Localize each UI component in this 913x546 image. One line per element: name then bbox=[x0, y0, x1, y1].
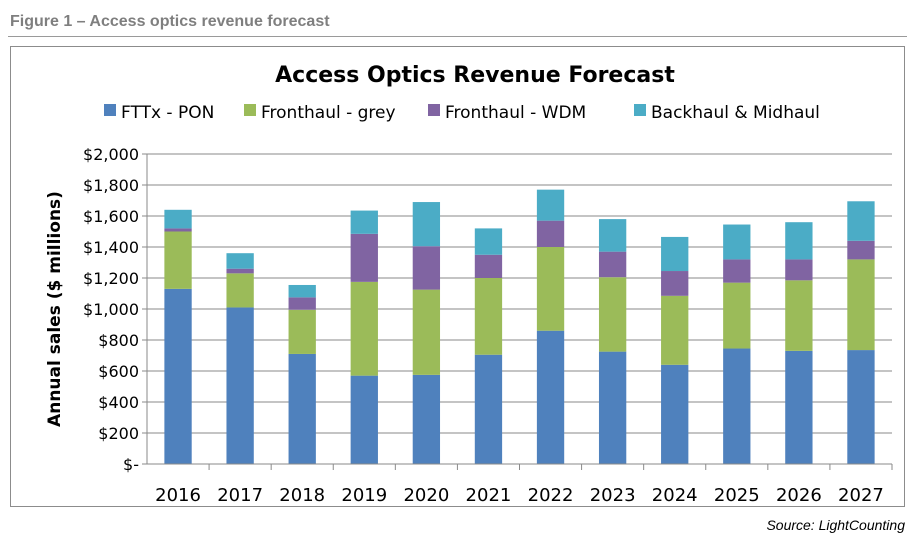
bar-segment bbox=[536, 247, 565, 331]
y-tick-label: $- bbox=[123, 455, 139, 474]
y-tick-label: $1,000 bbox=[83, 300, 139, 319]
legend-label: FTTx - PON bbox=[121, 103, 214, 123]
chart-frame bbox=[10, 46, 905, 507]
bar-segment bbox=[288, 353, 316, 464]
bar-segment bbox=[785, 280, 813, 351]
bar-segment bbox=[847, 350, 875, 464]
y-tick-label: $1,400 bbox=[83, 238, 139, 257]
legend-label: Backhaul & Midhaul bbox=[651, 103, 820, 123]
bar-segment bbox=[598, 351, 627, 464]
x-tick-label: 2020 bbox=[403, 485, 449, 506]
bar-segment bbox=[474, 254, 503, 278]
bar-segment bbox=[288, 297, 316, 310]
y-tick-label: $400 bbox=[98, 393, 139, 412]
y-tick-label: $2,000 bbox=[83, 145, 139, 164]
bar-segment bbox=[288, 309, 316, 354]
bar-segment bbox=[661, 295, 689, 365]
bar-segment bbox=[164, 288, 192, 464]
bar-segment bbox=[723, 224, 751, 260]
bar-segment bbox=[412, 202, 441, 247]
figure-label: Figure 1 – Access optics revenue forecas… bbox=[10, 13, 330, 30]
bar-segment bbox=[598, 219, 627, 252]
legend-label: Fronthaul - WDM bbox=[445, 103, 586, 123]
x-tick-label: 2025 bbox=[714, 485, 760, 506]
bar-segment bbox=[661, 364, 689, 464]
bar-segment bbox=[536, 330, 565, 464]
bar-segment bbox=[412, 374, 441, 464]
y-axis: $- $200 $400 $600 $800 $1,000 $1,200 $1,400 $1,6… bbox=[83, 145, 148, 474]
y-tick-label: $200 bbox=[98, 424, 139, 443]
bar-segment bbox=[164, 209, 192, 229]
bar-segment bbox=[474, 278, 503, 355]
bar-segment bbox=[226, 253, 254, 269]
bar-segment bbox=[164, 231, 192, 289]
x-tick-label: 2018 bbox=[279, 485, 325, 506]
x-tick-label: 2017 bbox=[217, 485, 263, 506]
bar-segment bbox=[164, 228, 192, 232]
bar-segment bbox=[350, 210, 378, 234]
bar-segment bbox=[226, 273, 254, 308]
bar-segment bbox=[288, 284, 316, 298]
bar-segment bbox=[661, 271, 689, 296]
bar-segment bbox=[723, 259, 751, 283]
bars bbox=[164, 189, 875, 464]
x-tick-label: 2019 bbox=[341, 485, 387, 506]
x-tick-label: 2027 bbox=[838, 485, 884, 506]
bar-segment bbox=[847, 259, 875, 351]
bar-segment bbox=[785, 259, 813, 281]
x-tick-label: 2022 bbox=[528, 485, 574, 506]
y-tick-label: $1,800 bbox=[83, 176, 139, 195]
bar-segment bbox=[598, 251, 627, 278]
bar-segment bbox=[350, 233, 378, 282]
legend-swatch bbox=[104, 104, 116, 116]
legend-swatch bbox=[428, 104, 440, 116]
y-tick-label: $600 bbox=[98, 362, 139, 381]
bar-segment bbox=[350, 375, 378, 464]
x-tick-label: 2021 bbox=[466, 485, 512, 506]
bar-segment bbox=[474, 228, 503, 255]
legend-swatch bbox=[244, 104, 256, 116]
bar-segment bbox=[350, 281, 378, 376]
legend-swatch bbox=[634, 104, 646, 116]
bar-segment bbox=[536, 189, 565, 221]
bar-segment bbox=[723, 348, 751, 464]
y-tick-label: $800 bbox=[98, 331, 139, 350]
bar-segment bbox=[226, 307, 254, 464]
y-tick-label: $1,200 bbox=[83, 269, 139, 288]
bar-segment bbox=[785, 222, 813, 260]
y-axis-label: Annual sales ($ millions) bbox=[45, 191, 65, 427]
bar-segment bbox=[412, 246, 441, 290]
x-tick-label: 2024 bbox=[652, 485, 698, 506]
x-axis: 2016 2017 2018 2019 2020 2021 2022 2023 2024 2025… bbox=[147, 463, 893, 506]
bar-segment bbox=[847, 240, 875, 260]
x-tick-label: 2016 bbox=[155, 485, 201, 506]
legend-label: Fronthaul - grey bbox=[261, 103, 396, 123]
figure-header: Figure 1 – Access optics revenue forecas… bbox=[8, 6, 907, 37]
chart-title: Access Optics Revenue Forecast bbox=[275, 63, 675, 88]
chart-legend: FTTx - PON Fronthaul - grey Fronthaul - WD… bbox=[104, 103, 820, 123]
bar-segment bbox=[474, 354, 503, 464]
bar-segment bbox=[226, 268, 254, 274]
bar-segment bbox=[536, 220, 565, 247]
x-tick-label: 2023 bbox=[590, 485, 636, 506]
bar-segment bbox=[847, 201, 875, 241]
x-tick-label: 2026 bbox=[776, 485, 822, 506]
bar-segment bbox=[661, 236, 689, 272]
gridlines bbox=[147, 153, 892, 434]
bar-segment bbox=[598, 277, 627, 352]
bar-segment bbox=[785, 350, 813, 464]
bar-segment bbox=[723, 282, 751, 349]
y-tick-label: $1,600 bbox=[83, 207, 139, 226]
bar-segment bbox=[412, 289, 441, 375]
source-note: Source: LightCounting bbox=[766, 517, 905, 533]
